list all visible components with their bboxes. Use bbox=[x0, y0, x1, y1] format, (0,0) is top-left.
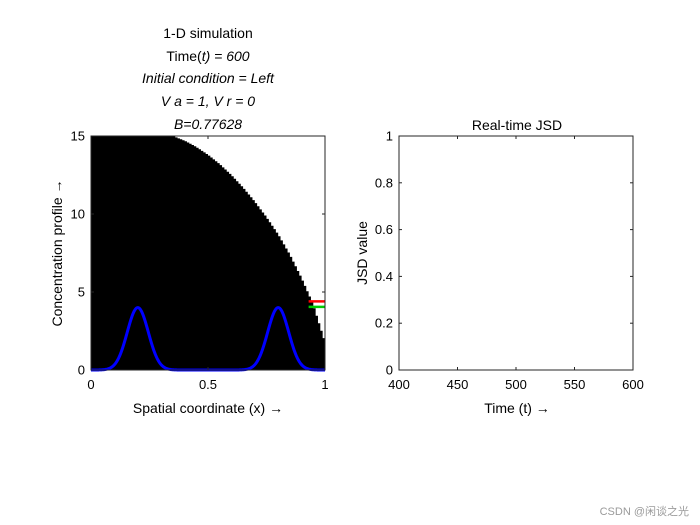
simulation-title-line-4: V a = 1, V r = 0 bbox=[161, 93, 255, 109]
jsd-xtick-label: 550 bbox=[564, 377, 586, 392]
simulation-title-line-1: 1-D simulation bbox=[163, 25, 252, 41]
simulation-title-time-var: t bbox=[202, 48, 207, 64]
simulation-xtick-label: 0.5 bbox=[199, 377, 217, 392]
jsd-ylabel: JSD value bbox=[354, 221, 370, 285]
simulation-ytick-label: 10 bbox=[71, 207, 85, 222]
jsd-xtick-label: 600 bbox=[622, 377, 644, 392]
simulation-title-line-5: B=0.77628 bbox=[174, 116, 242, 132]
simulation-title-time: Time(t) = 600 bbox=[166, 48, 249, 64]
jsd-xtick-label: 400 bbox=[388, 377, 410, 392]
jsd-ytick-label: 0.4 bbox=[375, 269, 393, 284]
watermark: CSDN @闲谈之光 bbox=[600, 504, 689, 518]
jsd-plot-area bbox=[399, 136, 633, 370]
simulation-title-time-suffix: ) = 600 bbox=[204, 48, 250, 64]
simulation-xtick-label: 1 bbox=[321, 377, 328, 392]
jsd-ytick-label: 0.2 bbox=[375, 316, 393, 331]
jsd-title: Real-time JSD bbox=[472, 117, 562, 133]
simulation-ytick-label: 0 bbox=[78, 363, 85, 378]
concentration-region bbox=[91, 136, 325, 370]
simulation-xtick-label: 0 bbox=[87, 377, 94, 392]
jsd-ytick-label: 0.8 bbox=[375, 175, 393, 190]
simulation-ytick-label: 5 bbox=[78, 285, 85, 300]
simulation-ytick-label: 15 bbox=[71, 129, 85, 144]
jsd-ytick-label: 0 bbox=[386, 363, 393, 378]
jsd-ytick-label: 0.6 bbox=[375, 222, 393, 237]
simulation-xlabel: Spatial coordinate (x) → bbox=[133, 400, 283, 416]
jsd-ytick-label: 1 bbox=[386, 129, 393, 144]
jsd-xtick-label: 450 bbox=[447, 377, 469, 392]
simulation-axes: 1-D simulation Time(t) = 600 Initial con… bbox=[49, 25, 329, 416]
simulation-title-line-3: Initial condition = Left bbox=[142, 70, 275, 86]
jsd-xlabel: Time (t) → bbox=[484, 400, 550, 416]
jsd-xtick-label: 500 bbox=[505, 377, 527, 392]
simulation-ylabel: Concentration profile → bbox=[49, 179, 65, 326]
jsd-axes: Real-time JSD 400 450 500 550 600 0 0.2 0.4 0.6 0… bbox=[354, 117, 644, 416]
simulation-title-time-prefix: Time( bbox=[166, 48, 202, 64]
